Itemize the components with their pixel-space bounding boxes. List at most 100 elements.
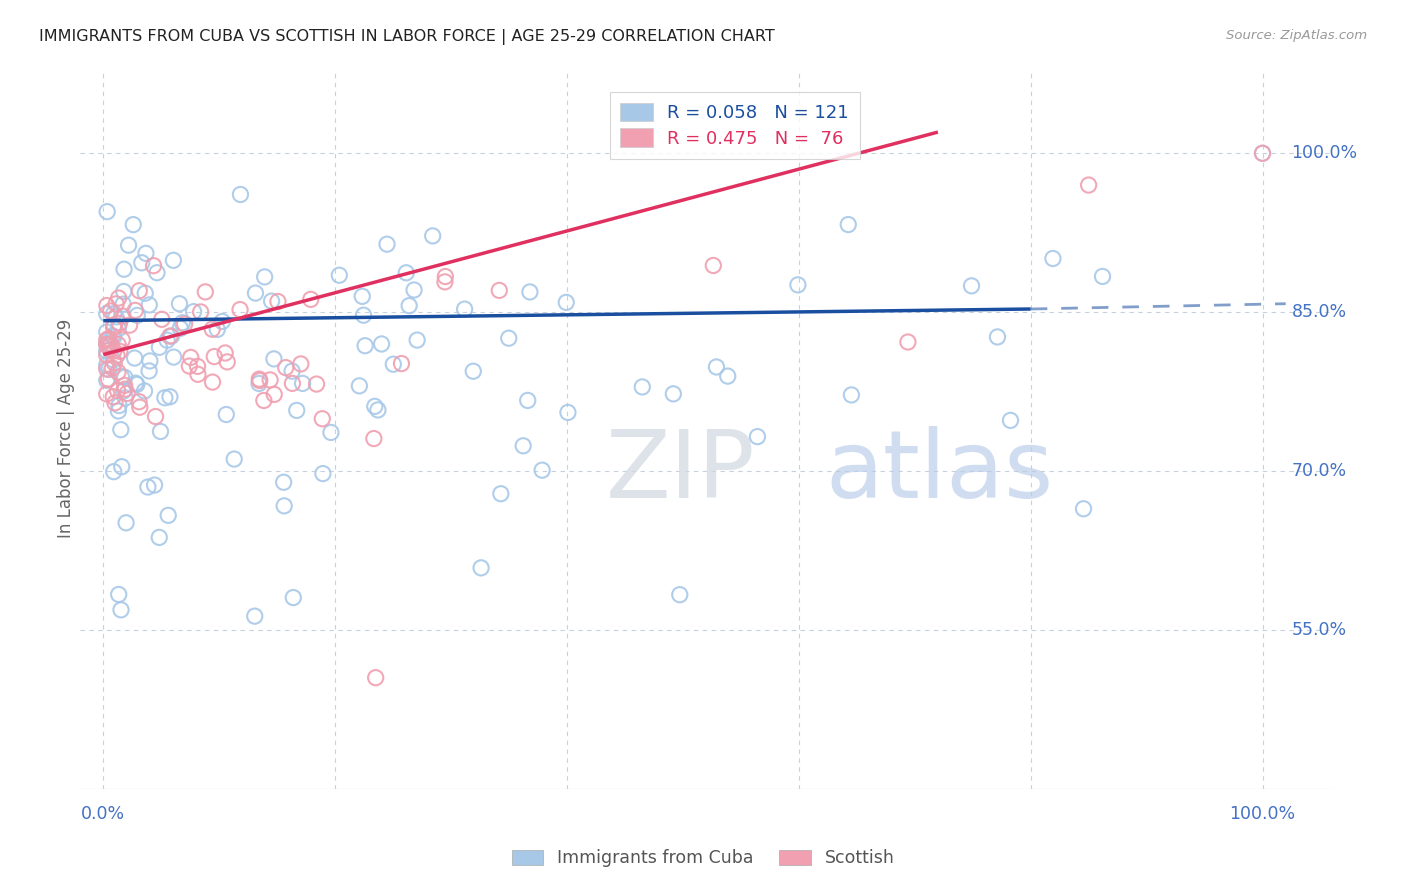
- Point: [96, 373, 118, 387]
- Text: 100.0%: 100.0%: [1229, 805, 1295, 823]
- Legend: Immigrants from Cuba, Scottish: Immigrants from Cuba, Scottish: [505, 843, 901, 874]
- Point: [229, 302, 252, 317]
- Legend: R = 0.058   N = 121, R = 0.475   N =  76: R = 0.058 N = 121, R = 0.475 N = 76: [610, 92, 860, 159]
- Point: [110, 423, 132, 437]
- Point: [96, 358, 118, 372]
- Point: [97, 372, 120, 386]
- Point: [103, 306, 125, 320]
- Point: [96, 343, 118, 358]
- Point: [1073, 501, 1095, 516]
- Point: [214, 346, 236, 360]
- Point: [128, 394, 150, 409]
- Point: [112, 297, 135, 311]
- Point: [100, 304, 122, 318]
- Point: [1000, 413, 1022, 427]
- Point: [160, 329, 183, 343]
- Point: [114, 382, 136, 396]
- Point: [395, 266, 418, 280]
- Point: [841, 388, 863, 402]
- Point: [108, 399, 131, 413]
- Point: [224, 452, 246, 467]
- Point: [202, 350, 225, 364]
- Point: [103, 318, 125, 332]
- Point: [112, 262, 135, 277]
- Point: [406, 333, 429, 347]
- Point: [96, 348, 118, 362]
- Point: [115, 386, 138, 401]
- Point: [311, 411, 333, 425]
- Point: [1251, 146, 1274, 161]
- Point: [163, 350, 186, 364]
- Point: [96, 299, 118, 313]
- Point: [305, 377, 328, 392]
- Point: [142, 259, 165, 273]
- Point: [267, 294, 290, 309]
- Point: [103, 330, 125, 344]
- Point: [229, 187, 252, 202]
- Point: [169, 297, 191, 311]
- Point: [263, 387, 285, 401]
- Point: [215, 408, 238, 422]
- Point: [153, 391, 176, 405]
- Point: [146, 266, 169, 280]
- Point: [328, 268, 350, 283]
- Point: [702, 259, 724, 273]
- Point: [555, 295, 578, 310]
- Point: [253, 269, 276, 284]
- Point: [273, 475, 295, 490]
- Point: [837, 218, 859, 232]
- Point: [398, 299, 420, 313]
- Point: [124, 351, 146, 365]
- Point: [245, 286, 267, 301]
- Point: [172, 316, 194, 330]
- Point: [453, 302, 475, 317]
- Point: [897, 334, 920, 349]
- Point: [273, 499, 295, 513]
- Point: [986, 330, 1008, 344]
- Point: [134, 384, 156, 398]
- Point: [114, 391, 136, 405]
- Point: [470, 561, 492, 575]
- Text: 70.0%: 70.0%: [1292, 462, 1347, 480]
- Point: [115, 516, 138, 530]
- Point: [434, 269, 457, 284]
- Point: [211, 314, 233, 328]
- Text: atlas: atlas: [825, 426, 1053, 518]
- Point: [249, 374, 271, 388]
- Point: [105, 348, 128, 362]
- Point: [364, 671, 387, 685]
- Point: [96, 387, 118, 401]
- Text: 100.0%: 100.0%: [1292, 145, 1358, 162]
- Point: [100, 337, 122, 351]
- Point: [512, 439, 534, 453]
- Point: [150, 312, 173, 326]
- Point: [531, 463, 554, 477]
- Point: [97, 340, 120, 354]
- Point: [367, 403, 389, 417]
- Point: [363, 432, 385, 446]
- Point: [107, 587, 129, 601]
- Point: [96, 307, 118, 321]
- Point: [281, 364, 304, 378]
- Point: [162, 253, 184, 268]
- Point: [194, 285, 217, 299]
- Point: [110, 369, 132, 384]
- Point: [190, 305, 212, 319]
- Point: [201, 322, 224, 336]
- Point: [145, 409, 167, 424]
- Point: [207, 322, 229, 336]
- Point: [786, 277, 808, 292]
- Point: [260, 294, 283, 309]
- Point: [107, 365, 129, 379]
- Point: [107, 337, 129, 351]
- Point: [111, 459, 134, 474]
- Point: [263, 351, 285, 366]
- Point: [96, 325, 118, 339]
- Point: [391, 357, 413, 371]
- Point: [128, 284, 150, 298]
- Point: [243, 609, 266, 624]
- Point: [97, 332, 120, 346]
- Point: [1251, 146, 1274, 161]
- Point: [96, 337, 118, 351]
- Point: [706, 359, 728, 374]
